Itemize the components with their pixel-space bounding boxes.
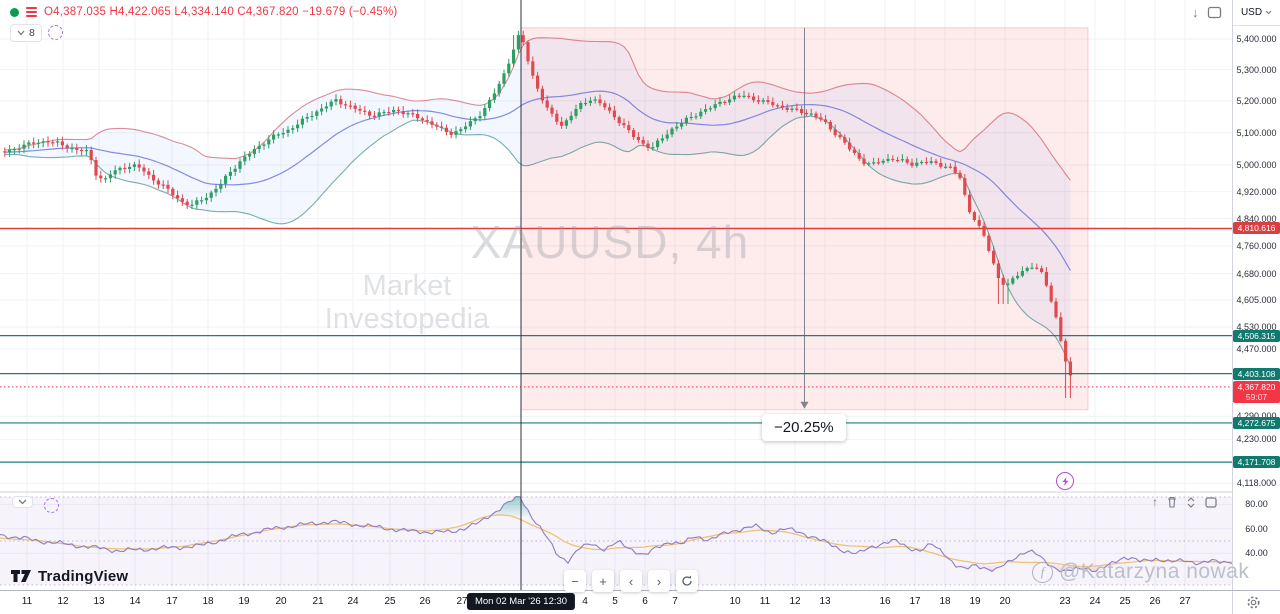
indicators-collapse-button[interactable]: 8 [10,24,42,42]
price-axis-label: 4,118.000 [1236,478,1277,489]
measure-zone [520,27,1089,411]
rsi-pane [0,491,1232,586]
time-axis-label: 5 [612,596,618,607]
time-axis-label: 19 [238,596,250,607]
symbol-watermark: XAUUSD, 4h [470,216,750,268]
time-axis-label: 17 [166,596,178,607]
current-price-badge: 4,367.820 59:07 [1233,380,1280,403]
rsi-collapse-button[interactable] [12,496,33,508]
symbol-legend[interactable]: O4,387.035 H4,422.065 L4,334.140 C4,367.… [10,6,397,18]
price-axis-label: 5,000.000 [1236,160,1277,171]
price-axis-label: 4,840.000 [1236,213,1277,224]
candles [3,30,1072,398]
time-axis-label: 13 [819,596,831,607]
chart-canvas[interactable] [0,0,1232,590]
author-watermark: f @Katarzyna nowak [1032,560,1249,584]
time-axis-label: 26 [1149,596,1161,607]
price-level-badge: 4,171.708 [1233,456,1280,469]
tradingview-logo[interactable]: TradingView [10,567,128,585]
scroll-right-button[interactable]: › [648,570,670,592]
price-level-badge: 4,272.675 [1233,416,1280,429]
tradingview-logo-icon [11,570,31,582]
ohlc-values: O4,387.035 H4,422.065 L4,334.140 C4,367.… [44,6,398,18]
time-axis-label: 13 [93,596,105,607]
market-status-icon [10,7,19,17]
rsi-axis-label: 40.00 [1245,548,1268,559]
price-axis[interactable]: USD 5,400.000 5,300.000 5,200.000 5,100.000… [1232,0,1280,590]
time-axis-label: 12 [57,596,69,607]
time-axis-label: 14 [129,596,141,607]
move-pane-up-icon[interactable]: ↑ [1152,495,1158,509]
indicator-count: 8 [29,27,35,39]
chevron-down-icon [18,499,27,505]
time-axis-label: 18 [939,596,951,607]
price-axis-label: 4,920.000 [1236,186,1277,197]
time-axis-label: 25 [384,596,396,607]
price-axis-label: 4,605.000 [1236,295,1277,306]
axis-settings-gear-icon[interactable] [1246,595,1261,610]
time-axis-label: 19 [969,596,981,607]
crosshair-time-label: Mon 02 Mar '26 12:30 [466,593,576,610]
time-axis-label: 11 [759,596,771,607]
time-axis-label: 10 [729,596,741,607]
price-level-badge: 4,810.616 [1233,222,1280,235]
time-axis-label: 7 [672,596,678,607]
zoom-in-button[interactable]: + [592,570,614,592]
measure-percent-label[interactable]: −20.25% [762,414,846,441]
brand-watermark: Market Investopedia [324,270,490,335]
time-axis-label: 18 [202,596,214,607]
price-level-badge: 4,506.315 [1233,329,1280,342]
time-axis-label: 21 [312,596,324,607]
instant-trading-icon[interactable] [1056,472,1074,490]
fullscreen-icon[interactable] [1207,6,1222,19]
price-level-badge: 4,403.108 [1233,367,1280,380]
time-axis-label: 27 [1179,596,1191,607]
time-axis-label: 24 [1089,596,1101,607]
time-axis-label: 20 [999,596,1011,607]
loading-spinner-icon [48,25,63,40]
symbol-menu-icon[interactable] [26,7,37,17]
time-axis-label: 24 [347,596,359,607]
delete-pane-icon[interactable] [1167,496,1177,508]
horizontal-lines [0,227,1232,463]
facebook-icon: f [1032,561,1053,583]
collapse-pane-icon[interactable] [1186,496,1196,508]
download-icon[interactable]: ↓ [1192,5,1199,20]
time-axis-label: 12 [789,596,801,607]
chevron-down-icon [17,30,25,36]
maximize-pane-icon[interactable] [1205,496,1217,508]
time-axis-label: 11 [21,596,33,607]
time-axis-label: 20 [275,596,287,607]
price-axis-label: 4,230.000 [1236,434,1277,445]
rsi-axis-label: 80.00 [1245,499,1268,510]
scroll-left-button[interactable]: ‹ [620,570,642,592]
rsi-loading-spinner-icon [44,498,59,513]
rsi-axis-label: 60.00 [1245,523,1268,534]
price-axis-label: 4,470.000 [1236,343,1277,354]
reset-chart-button[interactable] [676,570,698,592]
time-axis-label: 4 [582,596,588,607]
price-axis-label: 4,760.000 [1236,240,1277,251]
currency-selector[interactable]: USD [1233,0,1280,26]
price-axis-label: 5,200.000 [1236,95,1277,106]
time-axis-label: 25 [1119,596,1131,607]
price-axis-label: 4,530.000 [1236,322,1277,333]
time-axis-label: 6 [642,596,648,607]
price-axis-label: 5,100.000 [1236,127,1277,138]
price-axis-label: 5,300.000 [1236,64,1277,75]
time-axis-label: 16 [879,596,891,607]
price-axis-label: 4,290.000 [1233,411,1280,421]
time-axis-label: 17 [909,596,921,607]
zoom-out-button[interactable]: − [564,570,586,592]
time-axis-label: 26 [419,596,431,607]
price-axis-label: 4,680.000 [1236,268,1277,279]
price-axis-label: 5,400.000 [1236,34,1277,44]
time-axis[interactable]: 11 12 13 14 17 18 19 20 21 24 25 26 27 4 5 6 7 10 11 12 13 16… [0,590,1280,614]
time-axis-label: 27 [456,596,468,607]
time-axis-label: 23 [1059,596,1071,607]
chevron-down-icon [1265,10,1272,15]
